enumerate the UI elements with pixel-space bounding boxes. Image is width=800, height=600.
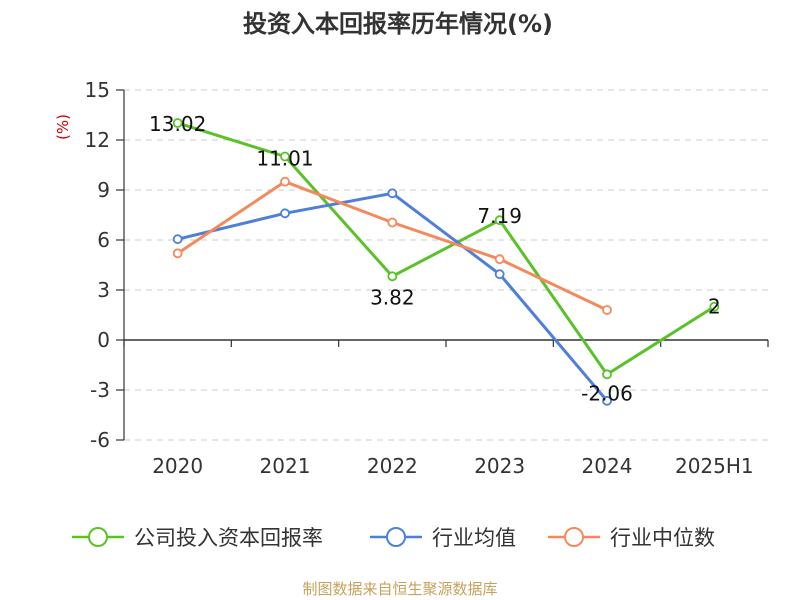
source-note: 制图数据来自恒生聚源数据库	[302, 580, 497, 598]
y-tick-label: 15	[85, 78, 110, 102]
series-0-point	[709, 301, 720, 312]
series-1-point	[280, 208, 290, 219]
legend-marker	[564, 527, 584, 547]
series-2-point	[387, 217, 398, 228]
y-tick-label: 3	[97, 278, 110, 302]
series-2-point	[602, 305, 612, 315]
x-tick-label: 2022	[367, 454, 418, 478]
data-label: 3.82	[370, 285, 415, 309]
series-0-point	[494, 215, 505, 226]
x-tick-label: 2024	[582, 454, 633, 478]
legend-marker	[386, 527, 406, 547]
series-2-point	[494, 254, 505, 265]
series-1-point	[172, 234, 183, 245]
chart-title: 投资入本回报率历年情况(%)	[243, 10, 553, 38]
series-2-point	[280, 176, 290, 187]
series-1-point	[387, 188, 398, 199]
data-labels: 13.02 11.01 3.82 7.19 -2.06 2	[149, 112, 721, 405]
series-lines	[172, 118, 720, 406]
legend-item-0[interactable]: 公司投入资本回报率	[72, 526, 323, 550]
x-tick-label: 2025H1	[675, 454, 754, 478]
legend-item-2[interactable]: 行业中位数	[548, 526, 715, 550]
series-line-0	[177, 121, 716, 376]
data-label: -2.06	[581, 381, 633, 405]
y-tick-label: -3	[90, 378, 110, 402]
series-0-point	[172, 118, 183, 128]
legend-label: 行业均值	[432, 526, 516, 550]
x-tick-label: 2020	[152, 454, 203, 478]
legend-item-1[interactable]: 行业均值	[370, 526, 516, 550]
y-tick-label: 9	[97, 178, 110, 202]
y-axis-unit-label: (%)	[54, 114, 72, 140]
x-tick-label: 2021	[260, 454, 311, 478]
y-tick-label: 12	[85, 128, 110, 152]
data-label: 7.19	[477, 204, 522, 228]
data-label: 11.01	[256, 147, 313, 171]
series-1-point	[602, 395, 612, 406]
series-2-point	[172, 248, 183, 259]
data-label: 2	[708, 295, 721, 319]
series-1-point	[494, 269, 505, 280]
series-0-point	[602, 369, 612, 380]
y-tick-label: -6	[90, 428, 110, 452]
legend: 公司投入资本回报率 行业均值 行业中位数	[72, 526, 715, 550]
series-0-point	[280, 151, 290, 162]
legend-label: 公司投入资本回报率	[134, 526, 323, 550]
data-label: 13.02	[149, 112, 206, 136]
y-tick-label: 6	[97, 228, 110, 252]
legend-label: 行业中位数	[610, 526, 715, 550]
legend-marker	[88, 527, 108, 547]
axes: 15 12 9 6 3 0 -3 -6 2020 2021 2022 2023 2024 2025H1	[85, 78, 769, 478]
x-tick-label: 2023	[474, 454, 525, 478]
grid-lines	[124, 89, 768, 441]
series-0-point	[387, 271, 398, 282]
y-tick-label: 0	[97, 328, 110, 352]
